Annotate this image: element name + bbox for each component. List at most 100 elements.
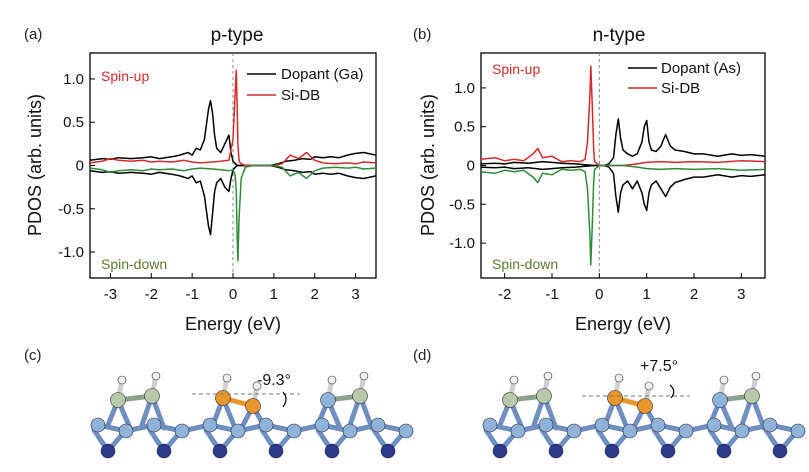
surface-atom <box>352 388 368 404</box>
silicon-atom <box>398 423 414 439</box>
silicon-atom-dark <box>660 443 676 459</box>
hydrogen-atom <box>751 371 761 381</box>
structure-d-atoms <box>482 371 806 459</box>
silicon-atom-dark <box>492 443 508 459</box>
silicon-atom <box>174 423 190 439</box>
panel-b-series-dopant-spin-up <box>480 118 766 167</box>
hydrogen-atom <box>359 371 369 381</box>
panel-a-ytick-label: -0.5 <box>58 201 84 218</box>
silicon-atom-dark <box>380 443 396 459</box>
hydrogen-atom <box>614 373 624 383</box>
silicon-atom-dark <box>100 443 116 459</box>
hydrogen-atom <box>117 375 127 385</box>
panel-a-ytick-label: -1.0 <box>58 244 84 261</box>
panel-b-xtick-label: 0 <box>595 286 603 303</box>
silicon-atom <box>762 417 778 433</box>
surface-atom <box>712 392 728 408</box>
panel-a-series-si-db-spin-down <box>89 164 377 262</box>
structure-d: (d) +7.5° <box>413 347 806 459</box>
panel-b-series-si-db-spin-up <box>480 65 766 167</box>
silicon-atom-dark <box>156 443 172 459</box>
panel-a-xtick-label: 0 <box>229 286 237 303</box>
panel-b-spin-down-label: Spin-down <box>492 256 558 272</box>
panel-b-legend-dopant: Dopant (As) <box>661 60 741 77</box>
panel-a-xtick-label: 2 <box>311 286 319 303</box>
panel-a-plot: -3 -2 -1 0 1 2 3 -1.0 -0.5 0 0.5 1.0 <box>58 53 377 303</box>
hydrogen-atom <box>543 371 553 381</box>
panel-b: (b) n-type -2 -1 0 1 2 3 -1.0 -0.5 0 0.5 1.0 Spin-… <box>413 25 766 334</box>
panel-a-series-dopant-spin-up <box>89 99 377 167</box>
structure-d-label: (d) <box>413 347 431 364</box>
panel-a-xlabel: Energy (eV) <box>185 314 281 334</box>
panel-a-label: (a) <box>24 26 42 43</box>
dopant-atom <box>245 398 261 414</box>
panel-b-xtick-label: 2 <box>690 286 698 303</box>
panel-b-series-si-db-spin-down <box>480 164 766 266</box>
silicon-atom <box>734 423 750 439</box>
panel-a-xtick-label: -3 <box>104 286 117 303</box>
structure-c-angle: -9.3° <box>257 372 291 389</box>
silicon-atom <box>90 417 106 433</box>
surface-atom <box>502 392 518 408</box>
panel-a-xtick-label: -1 <box>185 286 198 303</box>
structure-d-angle: +7.5° <box>640 358 678 375</box>
surface-atom <box>536 388 552 404</box>
panel-b-label: (b) <box>413 26 431 43</box>
surface-atom <box>320 392 336 408</box>
surface-atom <box>110 392 126 408</box>
panel-b-xtick-label: 1 <box>642 286 650 303</box>
silicon-atom-dark <box>268 443 284 459</box>
silicon-atom <box>706 417 722 433</box>
silicon-atom <box>482 417 498 433</box>
panel-a-series-si-db-spin-up <box>89 69 377 167</box>
silicon-atom-dark <box>324 443 340 459</box>
struct-c-spheres <box>90 371 414 459</box>
panel-b-ytick-label: -1.0 <box>449 235 475 252</box>
silicon-atom <box>118 423 134 439</box>
panel-b-xlabel: Energy (eV) <box>575 314 671 334</box>
hydrogen-atom <box>509 375 519 385</box>
silicon-atom <box>510 423 526 439</box>
panel-a-legend-sidb: Si-DB <box>281 87 320 104</box>
silicon-atom <box>790 423 806 439</box>
panel-a: (a) p-type -3 -2 -1 0 1 2 3 -1.0 -0.5 0 0.5 1.0 Spi… <box>24 25 377 334</box>
surface-atom <box>144 388 160 404</box>
panel-a-ylabel: PDOS (arb. units) <box>25 94 45 236</box>
structure-c-label: (c) <box>24 347 42 364</box>
silicon-atom <box>594 417 610 433</box>
panel-a-ytick-label: 0 <box>76 158 84 175</box>
panel-b-ytick-label: 1.0 <box>454 80 475 97</box>
hydrogen-atom <box>222 373 232 383</box>
silicon-atom-dark <box>772 443 788 459</box>
silicon-atom <box>286 423 302 439</box>
panel-a-title: p-type <box>211 25 264 46</box>
dopant-atom <box>215 390 231 406</box>
dopant-atom <box>637 398 653 414</box>
silicon-atom <box>314 417 330 433</box>
hydrogen-atom <box>151 371 161 381</box>
silicon-atom <box>230 423 246 439</box>
panel-b-title: n-type <box>593 25 646 46</box>
surface-atom <box>744 388 760 404</box>
panel-b-legend: Dopant (As) Si-DB <box>628 60 741 97</box>
panel-a-spin-up-label: Spin-up <box>101 68 149 84</box>
silicon-atom-dark <box>716 443 732 459</box>
panel-b-xtick-label: -1 <box>545 286 558 303</box>
panel-a-legend-dopant: Dopant (Ga) <box>281 66 364 83</box>
panel-b-ytick-label: -0.5 <box>449 196 475 213</box>
struct-c-bonds <box>91 373 409 454</box>
panel-b-plot: -2 -1 0 1 2 3 -1.0 -0.5 0 0.5 1.0 <box>449 53 766 303</box>
hydrogen-atom <box>719 375 729 385</box>
panel-b-ytick-label: 0.5 <box>454 119 475 136</box>
silicon-atom-dark <box>604 443 620 459</box>
panel-a-xtick-label: -2 <box>145 286 158 303</box>
structure-c-atoms <box>90 371 414 459</box>
panel-b-ytick-label: 0 <box>467 158 475 175</box>
silicon-atom <box>622 423 638 439</box>
panel-a-ytick-label: 0.5 <box>63 114 84 131</box>
silicon-atom <box>370 417 386 433</box>
panel-a-ytick-label: 1.0 <box>63 71 84 88</box>
silicon-atom-dark <box>548 443 564 459</box>
structure-c-angle-arc <box>282 391 287 408</box>
panel-b-xtick-label: 3 <box>737 286 745 303</box>
